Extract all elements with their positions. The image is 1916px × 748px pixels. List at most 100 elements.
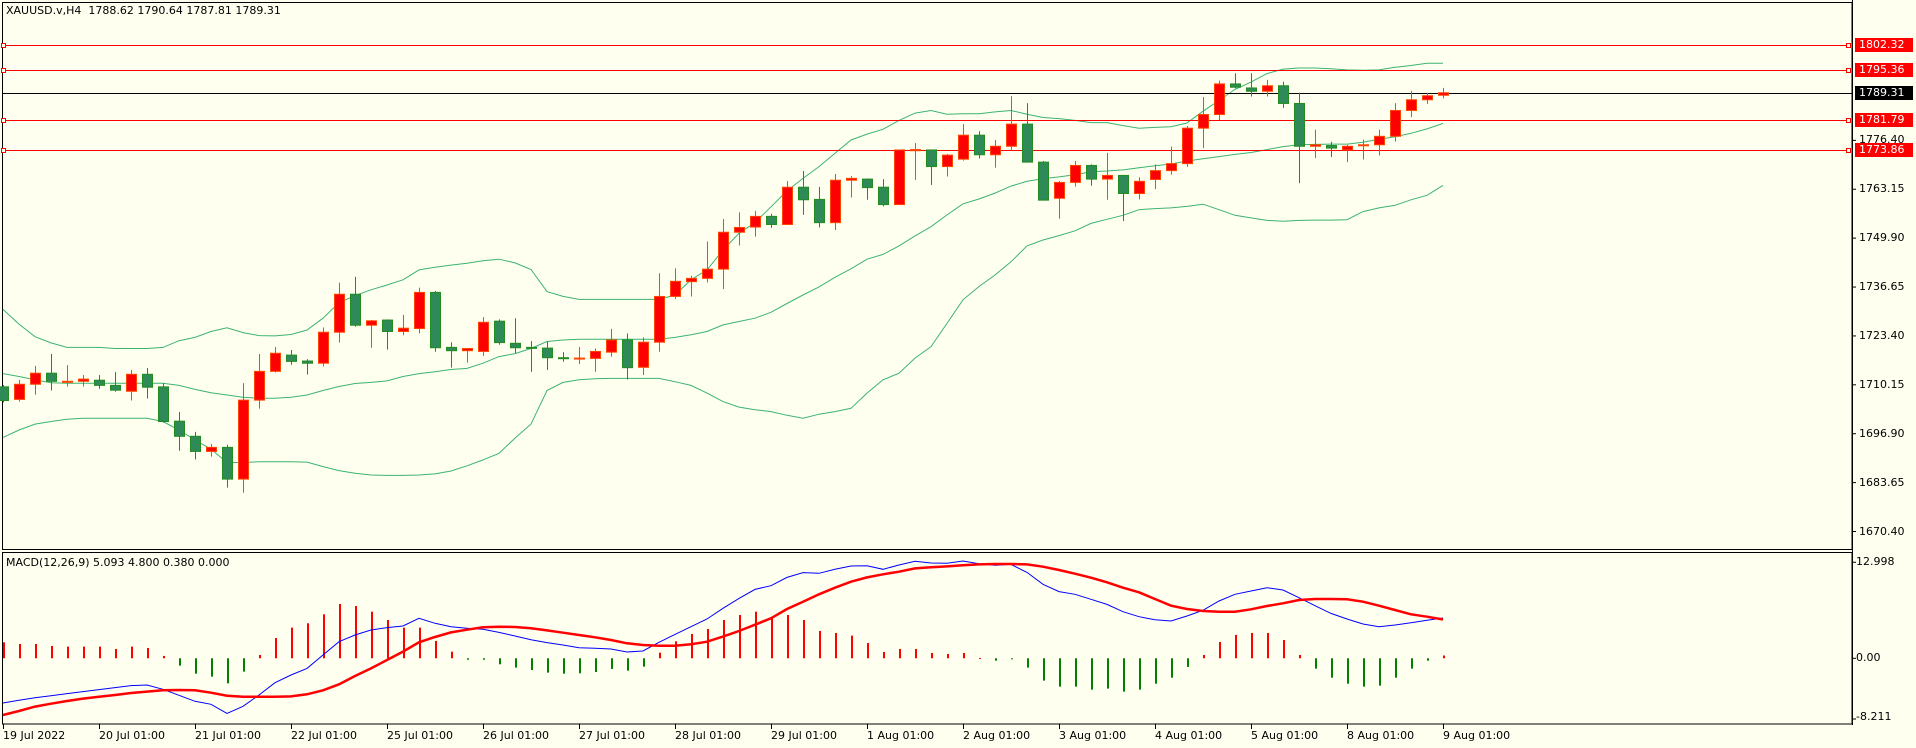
macd-histogram-bar xyxy=(1443,655,1445,659)
candle-bullish xyxy=(334,293,345,333)
candle-bullish xyxy=(238,399,249,480)
macd-histogram-bar xyxy=(1107,658,1109,689)
candle-bullish xyxy=(1342,145,1353,151)
candle-bearish xyxy=(862,178,873,189)
macd-histogram-bar xyxy=(563,658,565,674)
price-tick-label: 1683.65 xyxy=(1859,475,1905,489)
hline-left-handle xyxy=(1,43,6,48)
time-tick-label: 4 Aug 01:00 xyxy=(1155,729,1223,742)
candle-bearish xyxy=(494,320,505,344)
candle-bullish xyxy=(606,339,617,353)
hline-price-label: 1781.79 xyxy=(1855,113,1913,128)
macd-histogram-bar xyxy=(355,605,357,659)
candle-bearish xyxy=(46,372,57,382)
candle-bullish xyxy=(702,268,713,279)
macd-histogram-bar xyxy=(131,646,133,659)
price-tick-label: 1670.40 xyxy=(1859,524,1905,538)
price-tick-label: 1723.40 xyxy=(1859,328,1905,342)
hline-price-label: 1802.32 xyxy=(1855,37,1913,52)
hline-right-handle xyxy=(1846,148,1851,153)
time-tick-label: 3 Aug 01:00 xyxy=(1059,729,1127,742)
candle-bullish xyxy=(942,154,953,168)
time-tick-label: 8 Aug 01:00 xyxy=(1347,729,1415,742)
price-tick-label: 1736.65 xyxy=(1859,280,1905,294)
macd-histogram-bar xyxy=(1299,654,1301,659)
time-tick-label: 25 Jul 01:00 xyxy=(387,729,453,742)
macd-histogram-bar xyxy=(835,632,837,659)
candle-bullish xyxy=(254,370,265,401)
candle-bullish xyxy=(126,373,137,392)
candle-bullish xyxy=(590,350,601,359)
candle-bearish xyxy=(1326,145,1337,149)
candle-bullish xyxy=(670,280,681,297)
chart-header: XAUUSD.v,H4 1788.62 1790.64 1787.81 1789… xyxy=(6,4,281,17)
macd-histogram-bar xyxy=(1427,658,1429,661)
macd-histogram-bar xyxy=(979,657,981,659)
candle-bullish xyxy=(1102,174,1113,180)
macd-histogram-bar xyxy=(1059,658,1061,687)
candle-bullish xyxy=(958,134,969,160)
price-tick-label: 1749.90 xyxy=(1859,231,1905,245)
candle-bullish xyxy=(830,179,841,224)
candle-bearish xyxy=(222,446,233,480)
macd-histogram-bar xyxy=(851,635,853,659)
candle-bearish xyxy=(158,386,169,423)
candle-bullish xyxy=(14,383,25,400)
macd-signal-line xyxy=(2,562,1444,717)
hline-price-label: 1773.86 xyxy=(1855,142,1913,157)
candle-bullish xyxy=(718,231,729,270)
symbol-label: XAUUSD.v,H4 xyxy=(6,4,82,17)
price-tick-label: 1710.15 xyxy=(1859,377,1905,391)
candle-bullish xyxy=(1054,181,1065,199)
macd-histogram-bar xyxy=(147,647,149,659)
candle-bearish xyxy=(1278,85,1289,104)
main-pane-frame xyxy=(2,2,1853,550)
time-tick-label: 19 Jul 2022 xyxy=(3,729,66,742)
candle-bearish xyxy=(190,435,201,452)
macd-histogram-bar xyxy=(403,627,405,659)
macd-histogram-bar xyxy=(931,652,933,659)
candle-bullish xyxy=(750,215,761,228)
macd-indicator-label: MACD(12,26,9) 5.093 4.800 0.380 0.000 xyxy=(6,556,230,569)
macd-histogram-bar xyxy=(163,655,165,659)
macd-tick-label: 12.998 xyxy=(1856,555,1895,569)
macd-histogram-bar xyxy=(867,643,869,659)
candle-bullish xyxy=(574,357,585,360)
macd-histogram-bar xyxy=(1395,658,1397,678)
macd-histogram-bar xyxy=(819,630,821,659)
candle-bearish xyxy=(1086,164,1097,180)
candle-bearish xyxy=(382,319,393,333)
candle-bearish xyxy=(174,420,185,437)
hline-right-handle xyxy=(1846,43,1851,48)
candle-bearish xyxy=(510,342,521,349)
time-tick-label: 21 Jul 01:00 xyxy=(195,729,261,742)
candle-bullish xyxy=(1214,83,1225,116)
macd-histogram-bar xyxy=(771,616,773,659)
candle-bullish xyxy=(990,145,1001,156)
macd-histogram-bar xyxy=(1091,658,1093,690)
macd-histogram-bar xyxy=(1123,658,1125,692)
candle-bullish xyxy=(894,149,905,206)
macd-histogram-bar xyxy=(547,658,549,673)
candle-bullish xyxy=(1006,123,1017,147)
candle-bearish xyxy=(814,198,825,224)
macd-histogram-bar xyxy=(883,651,885,659)
candle-bearish xyxy=(1246,87,1257,92)
candle-bearish xyxy=(766,215,777,225)
candle-bullish xyxy=(686,277,697,283)
macd-histogram-bar xyxy=(51,645,53,659)
candle-bearish xyxy=(142,373,153,388)
macd-histogram-bar xyxy=(739,614,741,659)
candle-bullish xyxy=(638,341,649,368)
macd-histogram-bar xyxy=(1043,658,1045,681)
macd-histogram-bar xyxy=(1075,658,1077,687)
current-price-label: 1789.31 xyxy=(1855,85,1913,100)
candle-bullish xyxy=(1182,127,1193,165)
candle-bearish xyxy=(94,379,105,386)
hline-left-handle xyxy=(1,68,6,73)
macd-histogram-bar xyxy=(1139,658,1141,690)
macd-histogram-bar xyxy=(1283,639,1285,659)
candle-bearish xyxy=(1230,83,1241,88)
